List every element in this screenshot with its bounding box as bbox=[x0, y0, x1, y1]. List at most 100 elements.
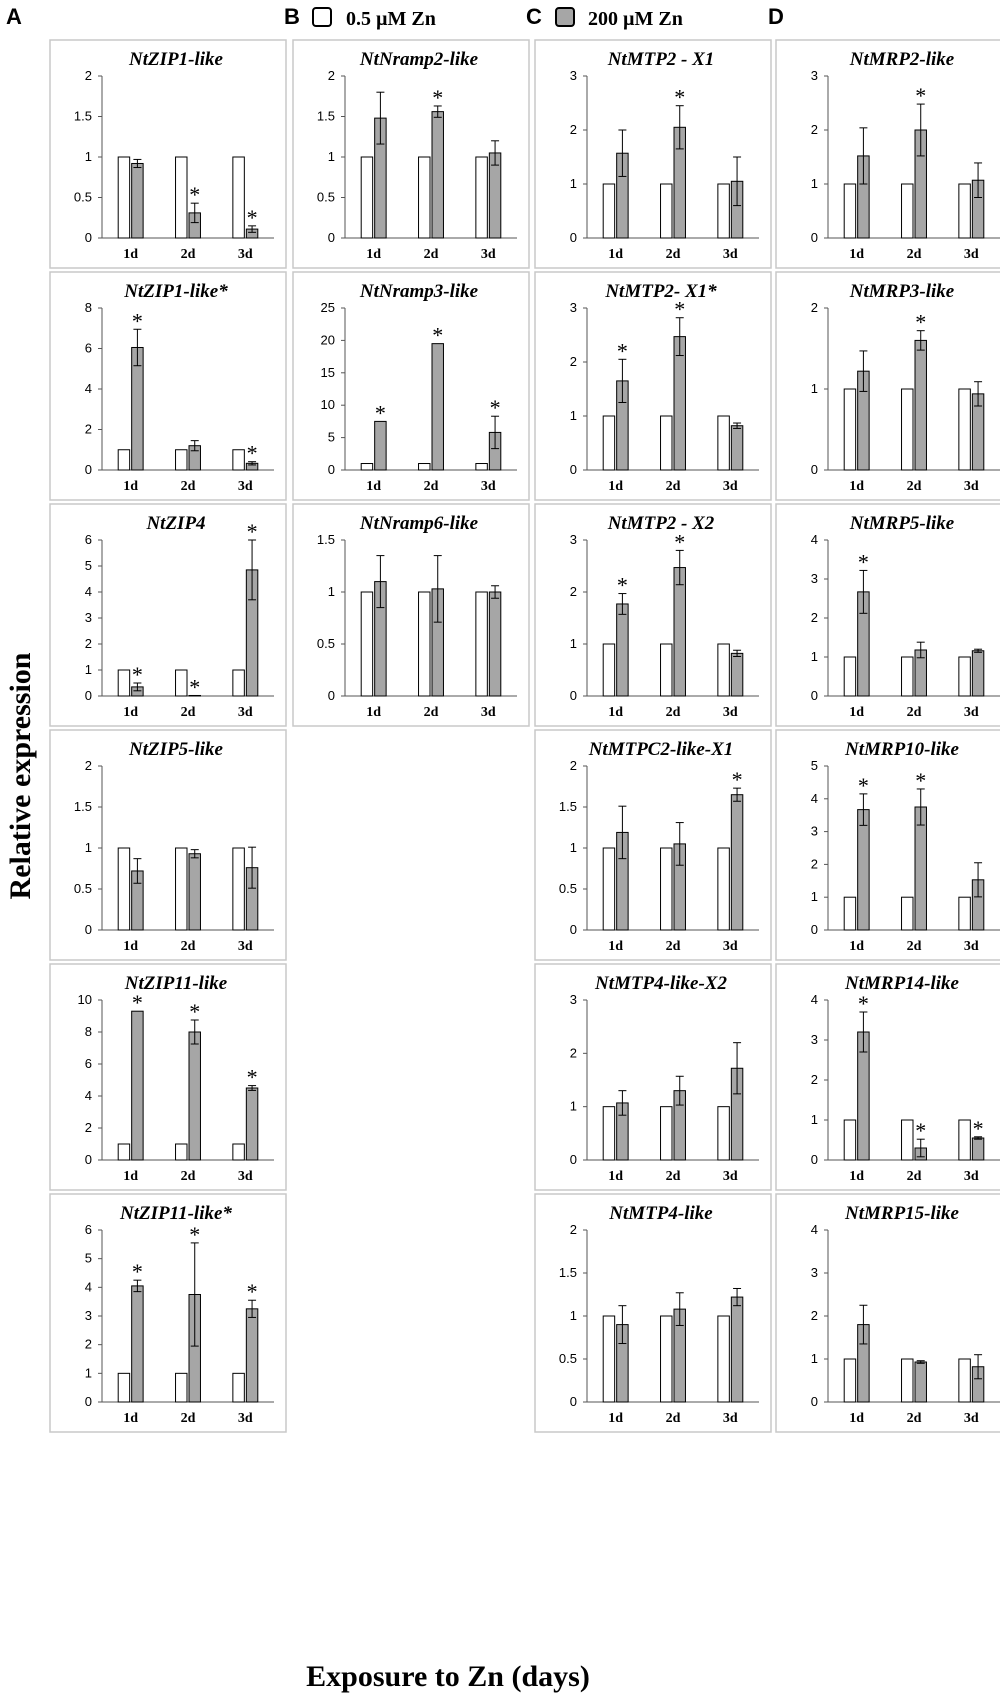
y-tick-label: 1.5 bbox=[317, 532, 335, 547]
bar-low-zn bbox=[475, 156, 488, 239]
y-tick-label: 3 bbox=[811, 1265, 818, 1280]
y-tick-label: 2 bbox=[811, 1308, 818, 1323]
significance-star: * bbox=[674, 529, 685, 554]
panel-title: NtZIP1-like* bbox=[123, 281, 228, 302]
x-tick-label: 2d bbox=[181, 705, 196, 720]
x-tick-label: 3d bbox=[723, 705, 738, 720]
y-tick-label: 2 bbox=[811, 610, 818, 625]
panel-frame bbox=[534, 503, 772, 727]
x-tick-label: 2d bbox=[181, 939, 196, 954]
bar-low-zn bbox=[117, 1372, 131, 1403]
legend-label-low-zn: 0.5 µM Zn bbox=[346, 8, 436, 30]
y-tick-label: 0 bbox=[811, 462, 818, 477]
x-tick-label: 3d bbox=[723, 479, 738, 494]
bar-low-zn bbox=[843, 1358, 857, 1403]
y-tick-label: 0 bbox=[570, 922, 577, 937]
panel-title: NtMTPC2-like-X1 bbox=[588, 739, 734, 760]
panel-7: NtNramp3-like 0 5 10 15 20 25 * 1d * 2d * 3d bbox=[292, 271, 530, 501]
x-tick-label: 2d bbox=[181, 479, 196, 494]
x-tick-label: 1d bbox=[123, 939, 138, 954]
bar-high-zn bbox=[131, 1285, 144, 1403]
panel-frame bbox=[775, 39, 1000, 269]
bar-high-zn bbox=[914, 339, 927, 471]
y-tick-label: 0 bbox=[85, 922, 92, 937]
bar-low-zn bbox=[660, 1315, 673, 1403]
x-tick-label: 3d bbox=[964, 939, 979, 954]
y-tick-label: 2 bbox=[811, 856, 818, 871]
bar-high-zn bbox=[245, 1308, 259, 1403]
column-letter-c: C bbox=[526, 4, 542, 29]
y-tick-label: 15 bbox=[321, 365, 335, 380]
y-tick-label: 5 bbox=[811, 758, 818, 773]
y-tick-label: 0 bbox=[328, 462, 335, 477]
bar-low-zn bbox=[901, 1358, 914, 1403]
panel-title: NtMTP2 - X1 bbox=[607, 49, 715, 70]
y-tick-label: 5 bbox=[85, 558, 92, 573]
panels-group: NtZIP1-like00.511.521d*2d*3dNtZIP1-like*… bbox=[49, 39, 1000, 1433]
bar-low-zn bbox=[175, 669, 188, 697]
bar-low-zn bbox=[232, 156, 245, 239]
y-tick-label: 1.5 bbox=[559, 799, 577, 814]
bar-high-zn bbox=[131, 1010, 144, 1161]
bar-low-zn bbox=[602, 183, 616, 239]
x-tick-label: 3d bbox=[481, 705, 496, 720]
x-tick-label: 2d bbox=[907, 1169, 922, 1184]
bar-high-zn bbox=[131, 162, 144, 239]
x-tick-label: 1d bbox=[366, 247, 381, 262]
y-tick-label: 0 bbox=[85, 688, 92, 703]
significance-star: * bbox=[132, 1259, 143, 1284]
x-tick-label: 1d bbox=[608, 939, 623, 954]
x-tick-label: 3d bbox=[481, 479, 496, 494]
bar-high-zn bbox=[488, 152, 502, 239]
bar-high-zn bbox=[488, 591, 502, 697]
y-tick-label: 1 bbox=[85, 149, 92, 164]
x-tick-label: 1d bbox=[849, 247, 864, 262]
y-tick-label: 4 bbox=[811, 791, 818, 806]
x-tick-label: 1d bbox=[366, 705, 381, 720]
significance-star: * bbox=[132, 308, 143, 333]
bar-low-zn bbox=[660, 643, 673, 697]
x-tick-label: 1d bbox=[849, 939, 864, 954]
significance-star: * bbox=[247, 1065, 258, 1090]
bar-low-zn bbox=[232, 847, 245, 931]
panel-frame bbox=[292, 271, 530, 501]
y-tick-label: 5 bbox=[85, 1251, 92, 1266]
x-tick-label: 3d bbox=[964, 247, 979, 262]
bar-high-zn bbox=[857, 809, 870, 931]
panel-frame bbox=[534, 1193, 772, 1433]
bar-high-zn bbox=[971, 1137, 985, 1161]
y-tick-label: 10 bbox=[321, 397, 335, 412]
x-tick-label: 3d bbox=[238, 479, 253, 494]
significance-star: * bbox=[858, 549, 869, 574]
x-tick-label: 2d bbox=[424, 479, 439, 494]
y-tick-label: 0 bbox=[811, 1394, 818, 1409]
x-tick-label: 2d bbox=[181, 247, 196, 262]
x-tick-label: 3d bbox=[964, 1169, 979, 1184]
y-tick-label: 1 bbox=[328, 584, 335, 599]
y-tick-label: 6 bbox=[85, 532, 92, 547]
bar-high-zn bbox=[971, 650, 985, 697]
legend-swatch-low-zn bbox=[312, 7, 332, 27]
panel-5: NtZIP11-like* 0 1 2 3 4 5 6 * 1d * 2d * 3d bbox=[49, 1193, 287, 1433]
bar-high-zn bbox=[673, 567, 686, 697]
y-tick-label: 1.5 bbox=[74, 799, 92, 814]
y-tick-label: 1 bbox=[570, 176, 577, 191]
x-tick-label: 1d bbox=[123, 705, 138, 720]
bar-low-zn bbox=[843, 183, 857, 239]
significance-star: * bbox=[915, 1118, 926, 1143]
y-tick-label: 0 bbox=[85, 1152, 92, 1167]
y-tick-label: 6 bbox=[85, 341, 92, 356]
y-tick-label: 0.5 bbox=[74, 881, 92, 896]
bar-low-zn bbox=[232, 669, 245, 697]
bar-low-zn bbox=[360, 156, 374, 239]
panel-title: NtNramp3-like bbox=[359, 281, 479, 302]
x-tick-label: 3d bbox=[723, 1411, 738, 1426]
panel-frame bbox=[775, 729, 1000, 961]
x-tick-label: 3d bbox=[481, 247, 496, 262]
y-tick-label: 2 bbox=[570, 584, 577, 599]
bar-low-zn bbox=[660, 847, 673, 931]
legend-swatch-high-zn bbox=[555, 7, 575, 27]
significance-star: * bbox=[375, 400, 386, 425]
significance-star: * bbox=[617, 338, 628, 363]
